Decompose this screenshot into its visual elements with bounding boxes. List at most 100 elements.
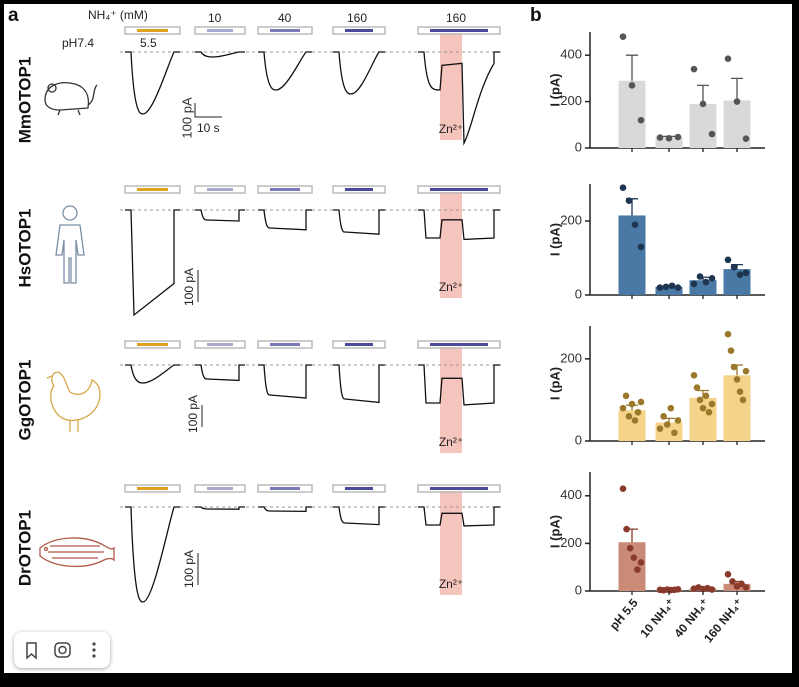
condition-bar <box>124 340 181 349</box>
data-point <box>674 586 682 593</box>
scale-bar <box>194 103 222 118</box>
zn-window <box>440 491 462 595</box>
data-point <box>637 559 645 566</box>
data-point <box>619 485 627 492</box>
data-point <box>630 554 638 561</box>
trace <box>258 209 312 231</box>
condition-bar <box>257 185 313 194</box>
condition-bar <box>417 185 501 194</box>
data-point <box>637 116 645 124</box>
trace <box>333 209 385 235</box>
y-tick-label: 200 <box>560 212 582 227</box>
bar <box>655 137 683 148</box>
mouse-icon <box>44 82 98 116</box>
y-tick-label: 0 <box>575 139 582 154</box>
y-tick-label: 400 <box>560 487 582 502</box>
condition-bar <box>194 185 246 194</box>
scale-label: 100 pA <box>179 97 194 139</box>
fish-icon <box>39 537 115 568</box>
toolbar <box>14 632 110 668</box>
y-tick-label: 0 <box>575 432 582 447</box>
data-point <box>702 278 710 286</box>
data-point <box>742 584 750 591</box>
data-point <box>729 578 736 585</box>
data-point <box>663 421 671 428</box>
data-point <box>724 256 732 264</box>
human-icon <box>55 205 85 284</box>
condition-bar <box>194 484 246 493</box>
data-point <box>625 197 633 204</box>
y-tick-label: 0 <box>575 582 582 597</box>
data-point <box>637 243 645 251</box>
data-point <box>690 371 698 379</box>
y-axis-label: I (pA) <box>547 515 562 548</box>
data-point <box>708 275 716 282</box>
data-point <box>637 398 645 406</box>
y-tick-label: 400 <box>560 47 582 62</box>
condition-bar <box>124 185 181 194</box>
condition-bar <box>417 484 501 493</box>
trace <box>333 51 385 95</box>
data-point <box>736 388 744 396</box>
data-point <box>674 417 682 424</box>
trace <box>195 51 245 58</box>
data-point <box>708 130 716 138</box>
zn-window <box>440 347 462 453</box>
data-point <box>690 280 698 288</box>
trace <box>418 364 500 406</box>
lens-button[interactable] <box>54 642 71 658</box>
concentration: 160 <box>347 11 367 25</box>
data-point <box>705 408 713 416</box>
data-point <box>628 82 636 89</box>
bookmark-button[interactable] <box>26 642 37 660</box>
scale-label: 100 pA <box>182 268 196 306</box>
data-point <box>626 544 634 552</box>
bar <box>689 103 717 148</box>
data-point <box>623 525 630 533</box>
row-label: HsOTOP1 <box>15 208 34 287</box>
data-point <box>671 429 678 437</box>
data-point <box>656 425 664 432</box>
bar <box>618 410 646 441</box>
error-bar <box>731 77 743 101</box>
ph-label: 5.5 <box>140 36 157 50</box>
condition-bar <box>257 340 313 349</box>
y-tick-label: 0 <box>575 286 582 301</box>
y-tick-label: 200 <box>560 93 582 108</box>
zn-window <box>440 33 462 140</box>
data-point <box>738 580 745 588</box>
data-point <box>656 134 664 141</box>
data-point <box>674 284 682 291</box>
condition-bar <box>194 26 246 35</box>
data-point <box>634 566 641 573</box>
concentration: 10 <box>208 11 222 25</box>
trace <box>125 209 180 317</box>
zn-label: Zn²⁺ <box>439 122 463 136</box>
data-point <box>674 133 682 141</box>
traces: Zn²⁺ Zn²⁺ Zn²⁺ Zn²⁺ <box>120 26 502 603</box>
condition-bar <box>417 26 501 35</box>
data-point <box>733 376 741 383</box>
data-point <box>733 98 741 105</box>
data-point <box>699 404 707 412</box>
data-point <box>693 384 701 391</box>
condition-bar <box>124 26 181 35</box>
trace <box>125 364 180 384</box>
data-point <box>702 392 710 400</box>
trace <box>195 506 245 510</box>
data-point <box>696 273 704 280</box>
trace <box>195 364 245 382</box>
trace <box>418 51 500 146</box>
data-point <box>708 586 716 593</box>
canvas <box>4 4 792 673</box>
bar <box>618 215 646 295</box>
trace <box>195 209 245 222</box>
bar <box>723 375 751 441</box>
data-point <box>662 283 670 291</box>
condition-bar <box>332 185 386 194</box>
menu-button[interactable] <box>92 642 96 658</box>
data-point <box>699 100 707 108</box>
condition-bar <box>417 340 501 349</box>
scale-label: 10 s <box>197 121 220 135</box>
data-point <box>742 269 750 277</box>
